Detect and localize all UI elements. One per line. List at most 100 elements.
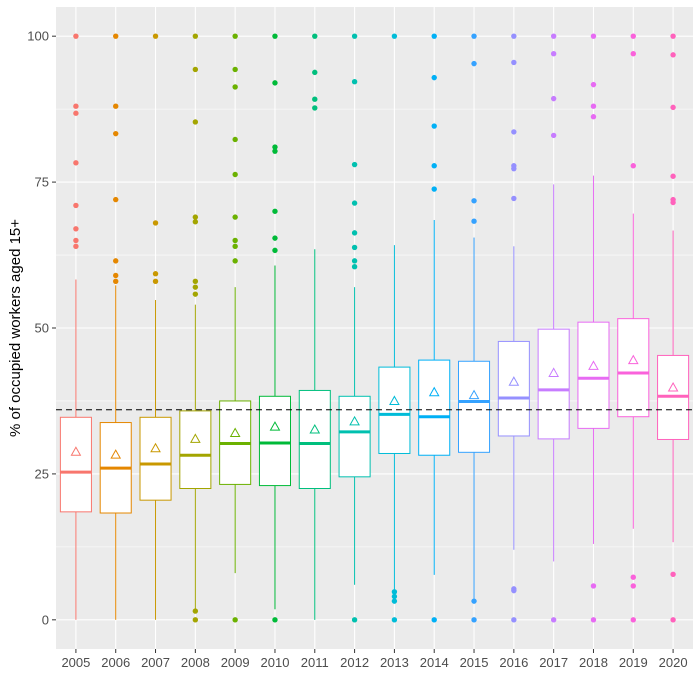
outlier-point xyxy=(152,220,159,226)
y-tick-label: 25 xyxy=(35,466,49,481)
outlier-point xyxy=(312,96,318,102)
outlier-point xyxy=(73,110,79,116)
iqr-box xyxy=(258,395,291,487)
outlier-point xyxy=(391,33,398,39)
x-tick-label: 2012 xyxy=(340,655,369,670)
x-tick-label: 2011 xyxy=(301,655,329,670)
outlier-point xyxy=(192,66,199,73)
outlier-point xyxy=(351,161,358,168)
outlier-point xyxy=(272,617,278,623)
outlier-point xyxy=(590,617,597,623)
outlier-point xyxy=(431,617,437,623)
iqr-box xyxy=(577,321,610,429)
box-2020 xyxy=(657,33,690,623)
outlier-point xyxy=(192,284,199,290)
box-2019 xyxy=(617,33,650,623)
outlier-point xyxy=(192,291,199,297)
outlier-point xyxy=(431,163,437,169)
box-2013 xyxy=(378,33,411,623)
mean-marker xyxy=(428,386,440,397)
mean-marker xyxy=(389,395,400,405)
outlier-point xyxy=(232,66,238,73)
box-2011 xyxy=(298,33,331,620)
y-tick-label: 100 xyxy=(27,29,49,44)
box-2010 xyxy=(258,33,291,623)
outlier-point xyxy=(630,583,636,589)
outlier-point xyxy=(431,123,437,129)
iqr-box xyxy=(59,416,92,513)
mean-marker xyxy=(110,449,122,459)
iqr-box xyxy=(139,416,172,501)
outlier-point xyxy=(630,33,636,39)
box-2015 xyxy=(458,33,491,623)
outlier-point xyxy=(113,272,119,279)
outlier-point xyxy=(351,79,358,85)
box-2018 xyxy=(577,33,610,623)
outlier-point xyxy=(192,617,199,623)
x-tick-label: 2010 xyxy=(261,655,290,670)
grid-minor xyxy=(56,108,693,548)
outlier-point xyxy=(630,617,636,623)
outlier-point xyxy=(590,81,597,88)
outlier-point xyxy=(73,202,79,209)
outlier-point xyxy=(192,219,199,225)
outlier-point xyxy=(471,198,477,204)
outlier-point xyxy=(351,200,358,206)
outlier-point xyxy=(232,258,238,264)
outlier-point xyxy=(232,243,238,249)
outlier-point xyxy=(272,247,278,254)
mean-marker xyxy=(349,415,360,426)
outlier-point xyxy=(73,226,79,232)
outlier-point xyxy=(192,33,199,39)
outlier-point xyxy=(431,33,437,39)
iqr-box xyxy=(537,328,570,440)
outlier-point xyxy=(391,617,398,623)
outlier-point xyxy=(232,214,238,220)
iqr-box xyxy=(617,318,650,418)
x-tick-label: 2005 xyxy=(61,655,90,670)
box-2007 xyxy=(139,33,172,620)
outlier-point xyxy=(192,214,199,220)
outlier-point xyxy=(351,264,358,270)
x-tick-label: 2016 xyxy=(499,655,528,670)
iqr-box xyxy=(458,360,491,453)
y-axis-ticks: 0 25 50 75 100 xyxy=(27,29,56,627)
mean-marker xyxy=(667,382,679,392)
outlier-point xyxy=(73,237,79,244)
outlier-point xyxy=(351,33,358,39)
x-axis-ticks: 2005 2006 2007 2008 2009 2010 2011 2012 2013 2014… xyxy=(61,649,688,670)
box-2016 xyxy=(497,33,530,623)
outlier-point xyxy=(192,608,199,614)
outlier-point xyxy=(232,33,238,39)
outlier-point xyxy=(272,80,278,86)
outlier-point xyxy=(511,59,517,66)
box-2009 xyxy=(219,33,252,623)
iqr-box xyxy=(298,389,331,490)
outlier-point xyxy=(511,33,517,39)
outlier-point xyxy=(511,129,517,135)
box-2006 xyxy=(99,33,132,620)
outlier-point xyxy=(590,583,597,589)
outlier-point xyxy=(192,278,199,285)
outlier-point xyxy=(670,196,676,203)
outlier-point xyxy=(511,586,517,592)
outlier-point xyxy=(351,230,358,236)
outlier-point xyxy=(232,617,238,623)
x-tick-label: 2013 xyxy=(380,655,409,670)
x-tick-label: 2006 xyxy=(101,655,130,670)
x-tick-label: 2008 xyxy=(181,655,210,670)
outlier-point xyxy=(590,103,597,109)
outlier-point xyxy=(550,50,557,57)
outlier-point xyxy=(113,103,119,109)
outlier-point xyxy=(670,173,676,179)
outlier-point xyxy=(351,258,358,264)
outlier-point xyxy=(670,571,676,577)
iqr-box xyxy=(418,359,451,456)
outlier-point xyxy=(73,103,79,109)
outlier-point xyxy=(113,278,119,285)
outlier-point xyxy=(232,171,238,178)
outlier-point xyxy=(312,33,318,39)
outlier-point xyxy=(550,33,557,39)
outlier-point xyxy=(73,160,79,166)
